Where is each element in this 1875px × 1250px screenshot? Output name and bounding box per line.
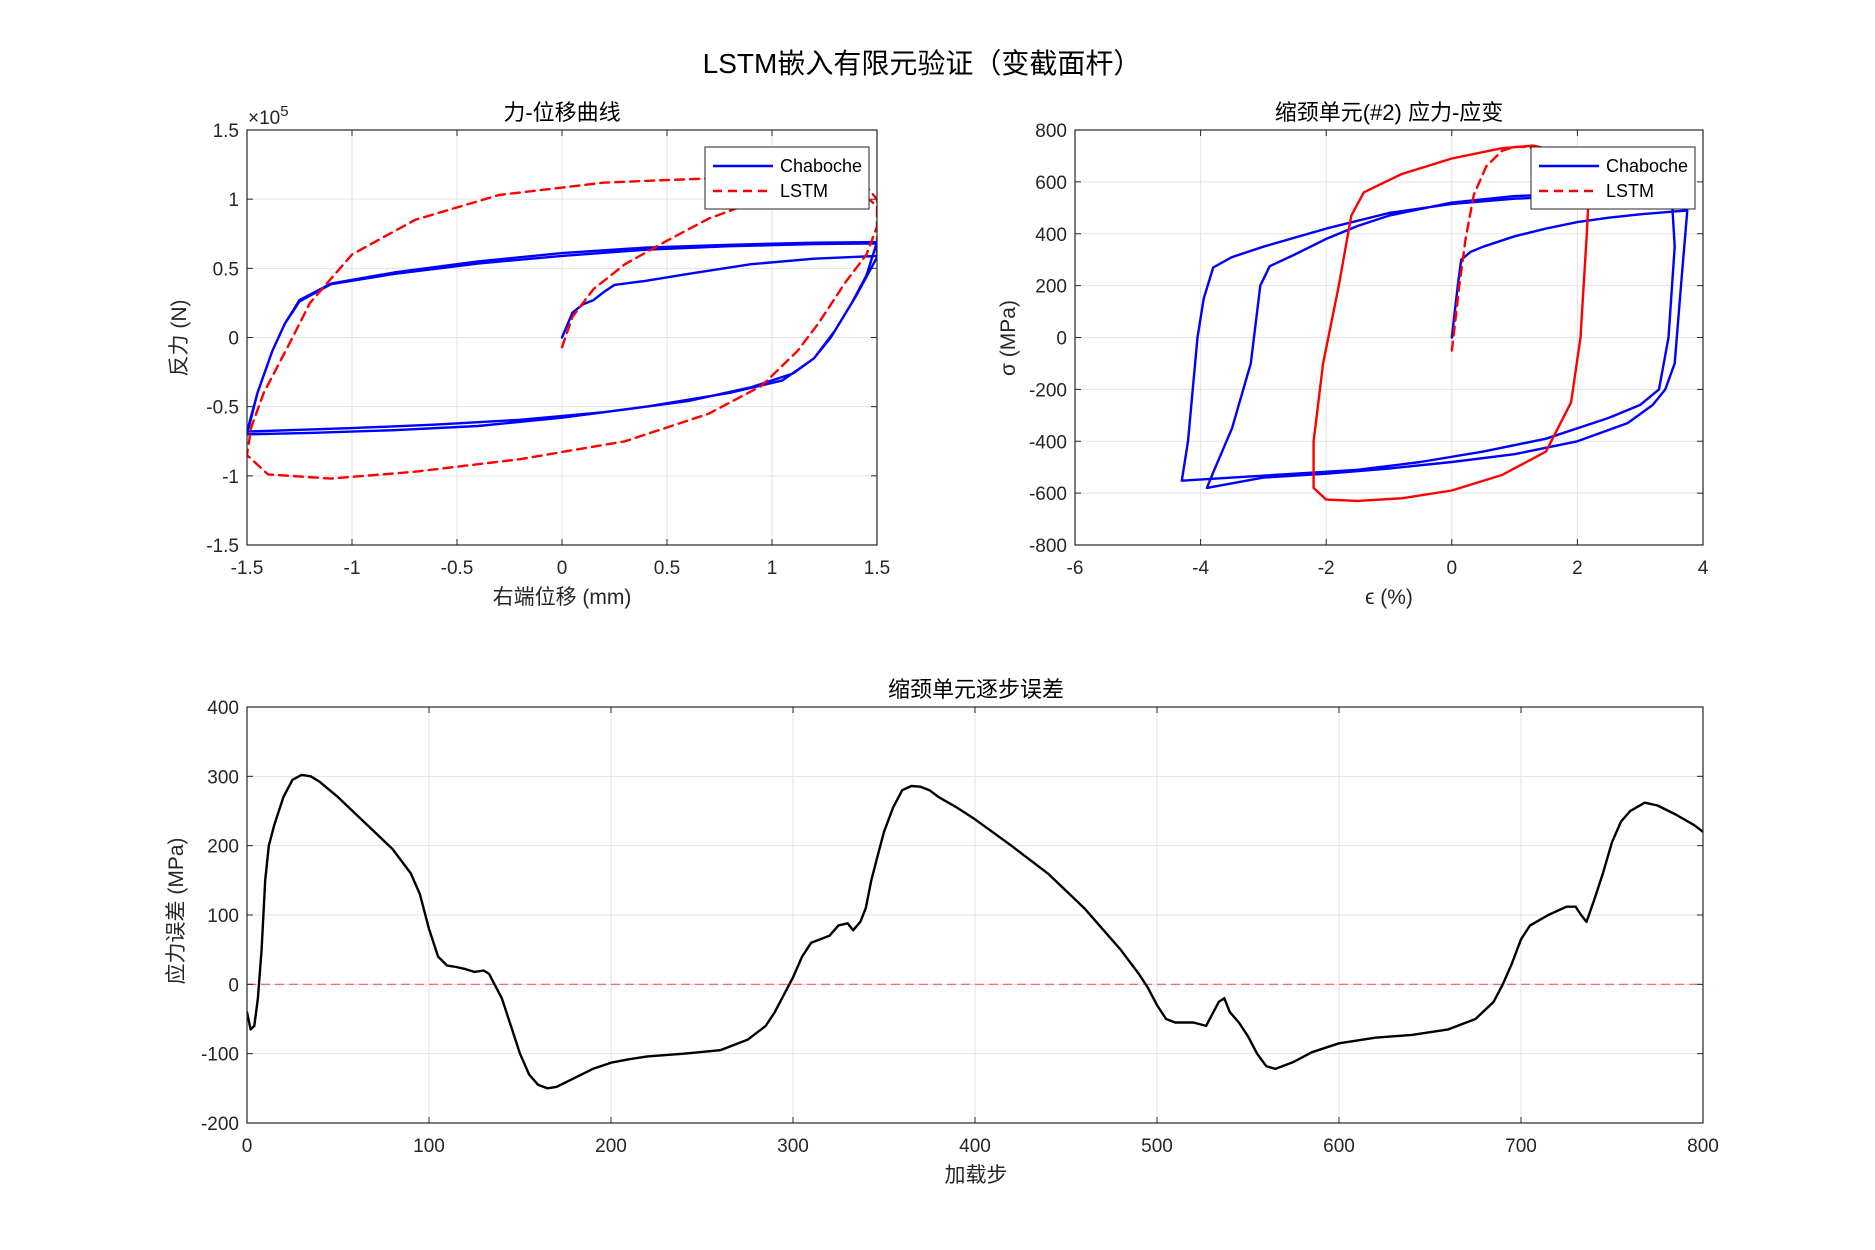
y-axis-label: 应力误差 (MPa)	[165, 838, 188, 985]
legend-label: LSTM	[1606, 181, 1654, 201]
y-tick-label: 0	[228, 975, 239, 996]
y-exponent-label: ×105	[248, 103, 289, 129]
y-axis-label: 反力 (N)	[168, 300, 191, 377]
x-tick-label: -1	[344, 558, 361, 579]
x-tick-label: 1	[767, 558, 778, 579]
plot-title: 缩颈单元逐步误差	[888, 677, 1064, 702]
force-displacement-plot: 力-位移曲线 右端位移 (mm) 反力 (N) ×105 -1.5 -1 -0.5 0…	[168, 100, 890, 609]
y-tick-label: 0	[1056, 329, 1067, 350]
y-tick-label: -600	[1029, 484, 1067, 505]
x-tick-label: -1.5	[231, 558, 264, 579]
x-tick-label: 0	[557, 558, 568, 579]
legend-label: Chaboche	[1606, 156, 1688, 176]
x-tick-label: 200	[595, 1136, 627, 1157]
x-tick-label: 700	[1505, 1136, 1537, 1157]
plot-title: 力-位移曲线	[503, 100, 620, 125]
x-tick-label: 500	[1141, 1136, 1173, 1157]
x-tick-label: -2	[1318, 558, 1335, 579]
x-axis-label: 加载步	[945, 1164, 1008, 1187]
y-tick-label: 300	[207, 767, 239, 788]
x-tick-label: 800	[1687, 1136, 1719, 1157]
x-tick-label: -0.5	[441, 558, 474, 579]
y-tick-label: 0.5	[213, 259, 239, 280]
error-plot: 缩颈单元逐步误差 加载步 应力误差 (MPa) 0 100 200 300 400 500…	[165, 677, 1719, 1187]
y-tick-label: 1	[228, 190, 239, 211]
y-tick-label: -1.5	[206, 536, 239, 557]
y-tick-label: -800	[1029, 536, 1067, 557]
x-tick-label: 300	[777, 1136, 809, 1157]
x-tick-label: 0	[1447, 558, 1458, 579]
x-tick-label: 2	[1572, 558, 1583, 579]
y-tick-label: 600	[1035, 173, 1067, 194]
x-tick-label: 400	[959, 1136, 991, 1157]
y-tick-label: 100	[207, 906, 239, 927]
series-line-unnamed-0	[247, 773, 1703, 1090]
y-tick-label: -0.5	[206, 398, 239, 419]
y-tick-label: 400	[207, 698, 239, 719]
y-tick-label: 0	[228, 329, 239, 350]
y-tick-label: 200	[207, 837, 239, 858]
x-axis-label: ϵ (%)	[1365, 586, 1413, 609]
y-tick-label: 400	[1035, 225, 1067, 246]
x-axis-label: 右端位移 (mm)	[493, 586, 632, 609]
x-tick-label: 100	[413, 1136, 445, 1157]
x-tick-label: 0.5	[654, 558, 680, 579]
figure-title: LSTM嵌入有限元验证（变截面杆）	[703, 48, 1142, 79]
x-tick-label: -4	[1192, 558, 1209, 579]
x-tick-label: 4	[1698, 558, 1709, 579]
x-tick-label: 0	[242, 1136, 253, 1157]
legend: Chaboche LSTM	[704, 146, 870, 210]
y-tick-label: -200	[1029, 380, 1067, 401]
y-tick-label: -400	[1029, 432, 1067, 453]
series-line-chaboche	[1180, 191, 1689, 490]
stress-strain-plot: 缩颈单元(#2) 应力-应变 ϵ (%) σ (MPa) -6 -4 -2 0 2 4 -8…	[997, 100, 1709, 609]
legend-label: LSTM	[780, 181, 828, 201]
plot-title: 缩颈单元(#2) 应力-应变	[1275, 100, 1504, 125]
y-tick-label: -100	[201, 1045, 239, 1066]
y-tick-label: 800	[1035, 121, 1067, 142]
y-tick-label: 200	[1035, 277, 1067, 298]
legend-box	[704, 146, 870, 210]
y-axis-label: σ (MPa)	[997, 300, 1020, 376]
legend: Chaboche LSTM	[1530, 146, 1696, 210]
x-tick-label: -6	[1067, 558, 1084, 579]
x-tick-label: 1.5	[864, 558, 890, 579]
series-line-unnamed-2	[1312, 144, 1592, 503]
legend-box	[1530, 146, 1696, 210]
x-tick-label: 600	[1323, 1136, 1355, 1157]
y-tick-label: -1	[222, 467, 239, 488]
y-tick-label: -200	[201, 1114, 239, 1135]
legend-label: Chaboche	[780, 156, 862, 176]
y-tick-label: 1.5	[213, 121, 239, 142]
